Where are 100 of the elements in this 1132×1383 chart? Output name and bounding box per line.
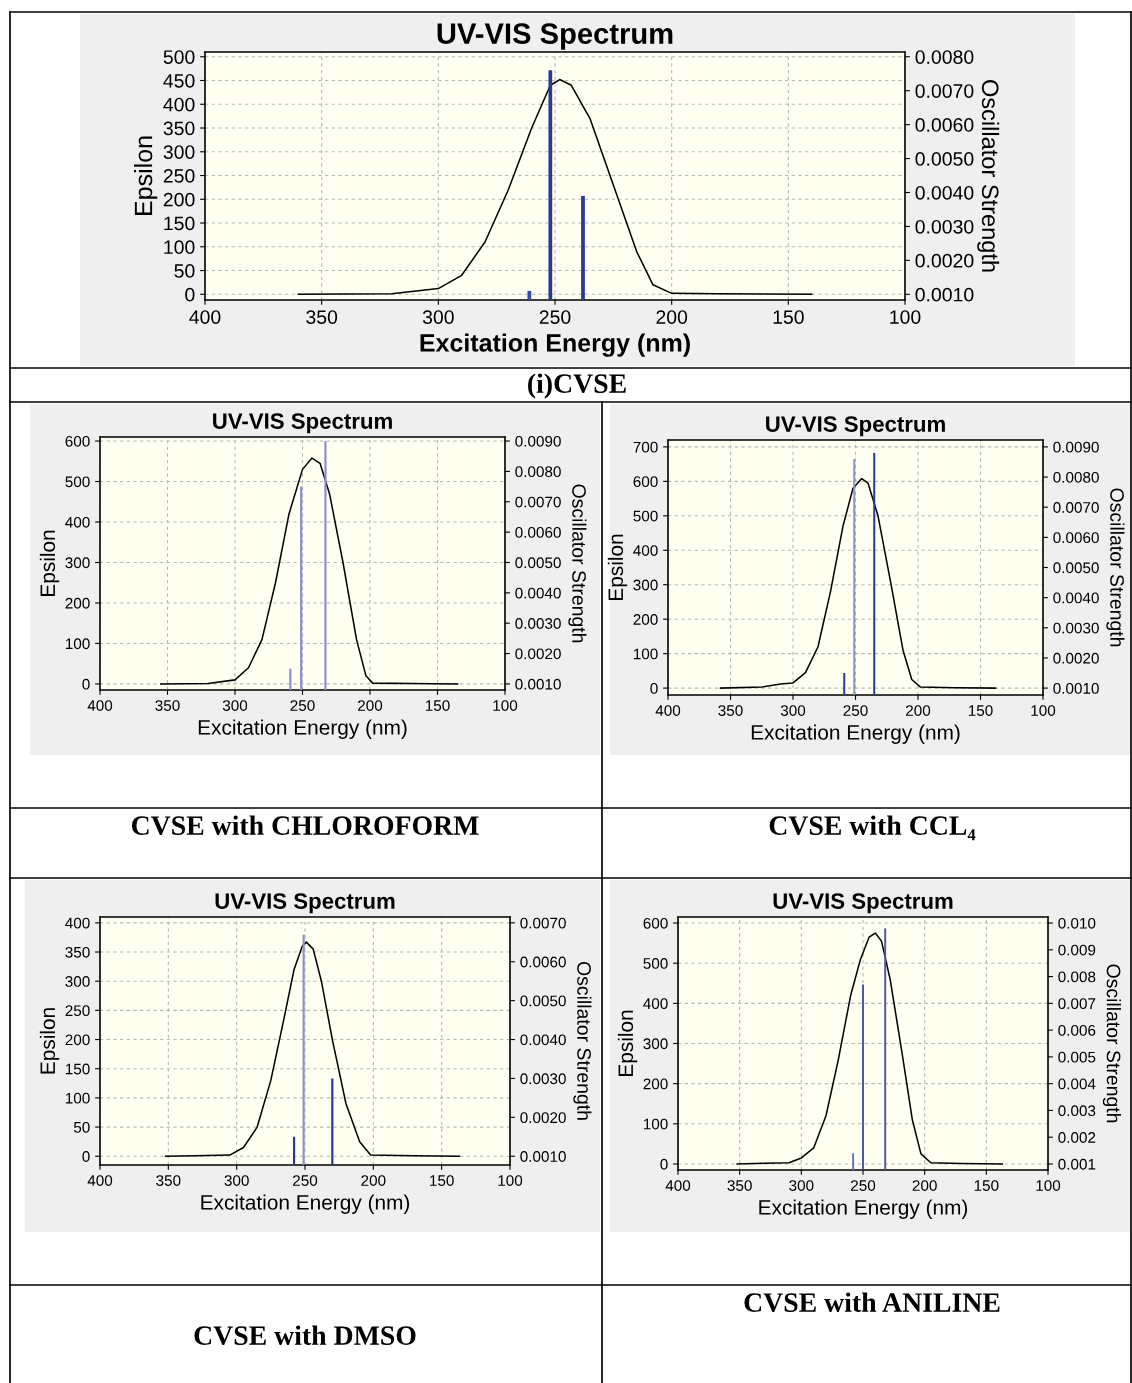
y2-tick-label: 0.0060 [515, 526, 561, 538]
text: (i)CVSE [528, 373, 626, 399]
y2-tick-label: 0.0080 [915, 50, 974, 64]
y2-tick-label: 0.0070 [515, 496, 561, 508]
y2-tick-label: 0.0090 [1053, 441, 1099, 453]
x-axis-title: Excitation Energy (nm) [420, 333, 690, 357]
y2-tick-label: 0.010 [1058, 917, 1096, 929]
y-tick-label: 100 [633, 648, 658, 660]
text: CVSE with ANILINE [744, 1292, 1000, 1313]
y2-tick-label: 0.0010 [1053, 682, 1099, 694]
x-tick-label: 150 [430, 1175, 454, 1186]
y2-tick-label: 0.0090 [515, 435, 561, 447]
y2-tick-label: 0.0050 [515, 557, 561, 569]
y-tick-label: 500 [163, 50, 195, 64]
x-tick-label: 100 [1036, 1180, 1061, 1191]
y2-tick-label: 0.0010 [520, 1151, 566, 1162]
y2-tick-label: 0.0040 [915, 185, 974, 200]
x-tick-label: 200 [358, 700, 383, 711]
y-tick-label: 300 [643, 1038, 668, 1050]
y-tick-label: 200 [163, 192, 195, 207]
x-tick-label: 150 [974, 1180, 999, 1191]
y2-tick-label: 0.0070 [1053, 502, 1099, 513]
x-axis-title: Excitation Energy (nm) [751, 724, 960, 744]
x-tick-label: 250 [843, 705, 868, 716]
y-tick-label: 250 [65, 1005, 90, 1017]
x-tick-label: 300 [780, 705, 806, 716]
x-tick-label: 100 [498, 1175, 523, 1186]
y-tick-label: 0 [82, 1151, 90, 1162]
y-tick-label: 400 [65, 917, 90, 929]
y2-tick-label: 0.007 [1058, 998, 1096, 1010]
y2-tick-label: 0.001 [1058, 1158, 1096, 1170]
y2-tick-label: 0.0030 [515, 618, 561, 629]
y2-tick-label: 0.0040 [520, 1034, 566, 1046]
y2-tick-label: 0.006 [1058, 1024, 1096, 1036]
chart-title: UV-VIS Spectrum [213, 413, 392, 434]
y2-tick-label: 0.002 [1058, 1132, 1096, 1143]
x-tick-label: 250 [539, 310, 571, 324]
x-tick-label: 250 [851, 1180, 876, 1191]
y-tick-label: 350 [65, 946, 90, 958]
y2-tick-label: 0.0030 [915, 219, 974, 234]
x-axis-title: Excitation Energy (nm) [201, 1194, 410, 1214]
y2-tick-label: 0.003 [1058, 1105, 1096, 1117]
y2-tick-label: 0.0050 [915, 152, 974, 166]
y2-tick-label: 0.004 [1058, 1078, 1096, 1090]
y2-tick-label: 0.0020 [520, 1112, 566, 1124]
y2-axis-title: Oscillator Strength [568, 484, 587, 643]
x-tick-label: 350 [718, 705, 743, 716]
y-tick-label: 150 [164, 216, 195, 231]
y-tick-label: 50 [73, 1121, 90, 1133]
x-tick-label: 100 [890, 310, 921, 324]
y-tick-label: 200 [633, 614, 658, 625]
x-tick-label: 200 [906, 705, 931, 716]
x-tick-label: 200 [361, 1175, 386, 1186]
y-tick-label: 100 [164, 240, 195, 255]
y2-axis-title: Oscillator Strength [1102, 964, 1121, 1123]
y-tick-label: 400 [643, 998, 668, 1010]
y-tick-label: 150 [65, 1063, 90, 1075]
y-tick-label: 0 [650, 682, 658, 694]
x-tick-label: 250 [293, 1175, 318, 1186]
y-tick-label: 50 [174, 264, 195, 278]
x-tick-label: 200 [912, 1180, 937, 1191]
y-axis-title: Epsilon [607, 534, 628, 600]
chart-title: UV-VIS Spectrum [773, 893, 953, 914]
y2-tick-label: 0.0060 [915, 118, 974, 132]
y-tick-label: 700 [633, 441, 658, 453]
y2-tick-label: 0.0080 [515, 466, 561, 478]
y2-tick-label: 0.0020 [1053, 652, 1099, 664]
chart-title: UV-VIS Spectrum [437, 23, 673, 50]
x-tick-label: 100 [1031, 705, 1056, 716]
y2-tick-label: 0.0040 [515, 587, 561, 599]
text: CVSE with CCL₄ [769, 815, 976, 841]
y2-tick-label: 0.0010 [515, 678, 561, 690]
x-tick-label: 150 [773, 310, 804, 324]
x-tick-label: 300 [789, 1180, 814, 1191]
x-tick-label: 350 [156, 1175, 181, 1186]
y2-tick-label: 0.009 [1058, 944, 1096, 956]
y-tick-label: 600 [643, 917, 668, 929]
y-tick-label: 200 [65, 597, 90, 609]
chart-title: UV-VIS Spectrum [215, 893, 395, 914]
y2-tick-label: 0.0030 [520, 1073, 566, 1085]
x-tick-label: 300 [422, 310, 454, 324]
y2-axis-title: Oscillator Strength [573, 961, 592, 1120]
y2-tick-label: 0.005 [1058, 1051, 1096, 1063]
y2-axis-title: Oscillator Strength [977, 80, 1000, 272]
y-tick-label: 500 [633, 510, 658, 522]
y-tick-label: 500 [643, 958, 668, 969]
y-tick-label: 450 [163, 73, 195, 88]
y-tick-label: 350 [163, 121, 195, 136]
y-tick-label: 300 [65, 976, 90, 987]
y-tick-label: 300 [65, 557, 90, 569]
y-axis-title: Epsilon [133, 136, 158, 215]
y2-tick-label: 0.0040 [1053, 592, 1099, 604]
x-tick-label: 350 [727, 1180, 752, 1191]
y-tick-label: 250 [163, 168, 195, 183]
y-tick-label: 200 [643, 1078, 668, 1090]
y-tick-label: 600 [633, 476, 658, 488]
y-tick-label: 100 [65, 1092, 90, 1104]
y-axis-title: Epsilon [617, 1010, 638, 1076]
x-tick-label: 150 [968, 705, 993, 716]
y-tick-label: 400 [65, 516, 90, 528]
